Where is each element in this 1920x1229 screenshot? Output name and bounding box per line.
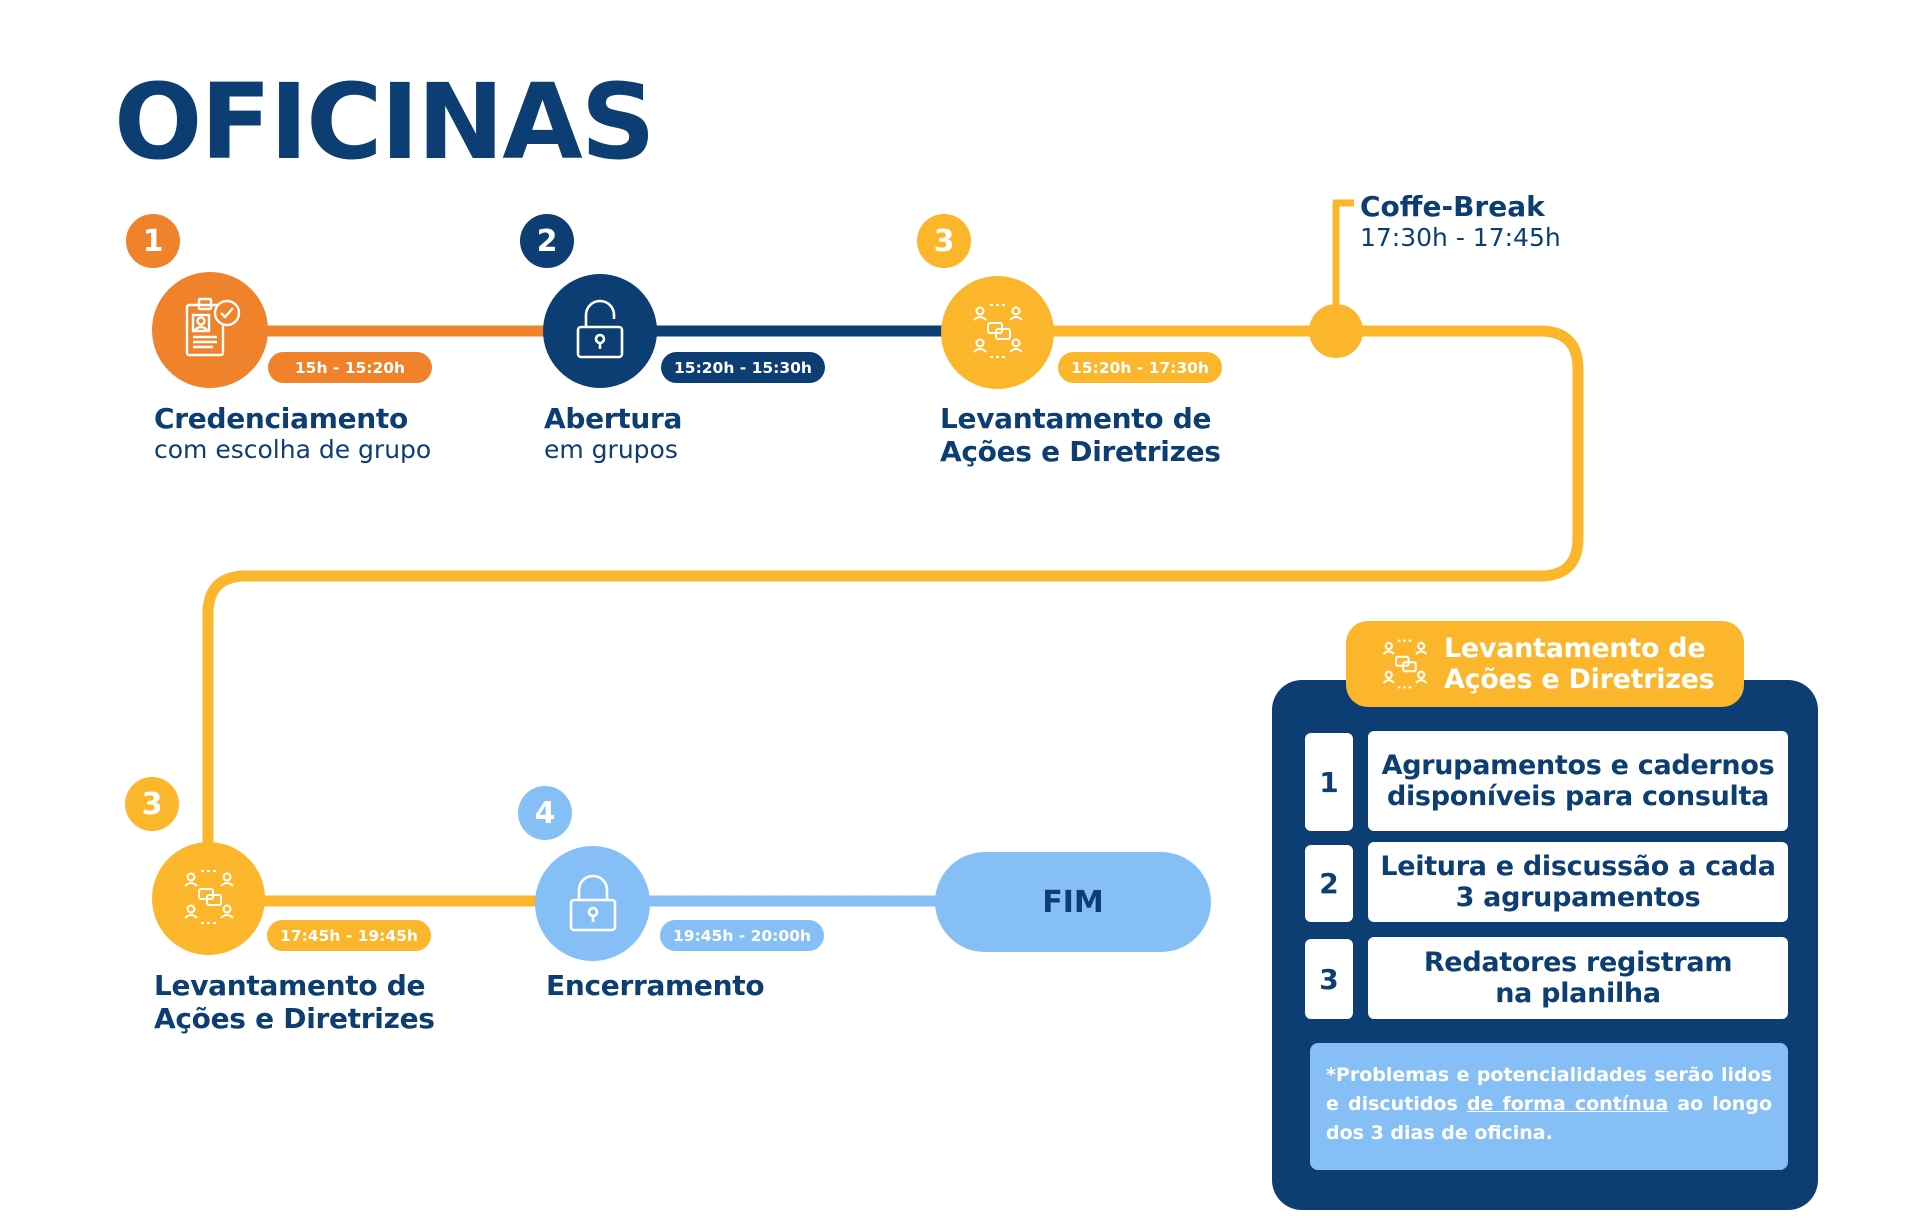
step-3-time: 15:20h - 17:30h [1058,352,1222,383]
step-2-time: 15:20h - 15:30h [661,352,825,383]
step-1-label: Credenciamento com escolha de grupo [154,402,431,465]
step-3b-title-line2: Ações e Diretrizes [154,1002,435,1035]
step-4-number-badge: 4 [518,786,572,840]
panel-item-3-number: 3 [1305,939,1353,1019]
group-discussion-icon [968,301,1028,365]
step-1-subtitle: com escolha de grupo [154,435,432,464]
panel-note: *Problemas e potencialidades serão lidos… [1310,1043,1788,1170]
step-2-subtitle: em grupos [544,435,678,464]
coffee-break-title: Coffe-Break [1360,190,1545,223]
detail-panel-title: Levantamento de Ações e Diretrizes [1444,633,1715,695]
step-3-node [941,276,1054,389]
open-lock-icon [572,297,628,365]
step-3b-title-line1: Levantamento de [154,969,426,1002]
step-4-title: Encerramento [546,969,765,1002]
step-3-label: Levantamento de Ações e Diretrizes [940,402,1221,468]
step-4-node [535,846,650,961]
panel-item-2: Leitura e discussão a cada 3 agrupamento… [1368,842,1788,922]
end-node: FIM [935,852,1211,952]
panel-item-1: Agrupamentos e cadernos disponíveis para… [1368,731,1788,831]
step-3b-number-badge: 3 [125,777,179,831]
step-3-number-badge: 3 [917,214,971,268]
step-4-label: Encerramento [546,969,765,1002]
step-4-time: 19:45h - 20:00h [660,920,824,951]
panel-item-3-line2: na planilha [1495,978,1661,1009]
step-3b-node [152,842,265,955]
panel-item-1-line2: disponíveis para consulta [1386,781,1770,812]
panel-item-3: Redatores registram na planilha [1368,937,1788,1019]
coffee-break-node [1309,304,1363,358]
step-3b-time: 17:45h - 19:45h [267,920,431,951]
group-discussion-icon [179,867,239,931]
detail-panel-header: Levantamento de Ações e Diretrizes [1346,621,1744,707]
step-1-time: 15h - 15:20h [268,352,432,383]
panel-item-3-line1: Redatores registram [1423,947,1733,978]
panel-note-text-end: ao longo dos 3 dias de oficina. [1326,1093,1772,1144]
detail-panel-title-line2: Ações e Diretrizes [1444,664,1715,695]
step-1-title: Credenciamento [154,402,408,435]
panel-note-emphasis: de forma contínua [1466,1093,1669,1115]
step-1-number-badge: 1 [126,214,180,268]
panel-item-1-line1: Agrupamentos e cadernos [1381,750,1775,781]
coffee-break-label: Coffe-Break 17:30h - 17:45h [1360,190,1561,252]
group-discussion-icon [1378,637,1432,691]
step-3-title-line2: Ações e Diretrizes [940,435,1221,468]
step-3-title-line1: Levantamento de [940,402,1212,435]
panel-note-text: *Problemas e potencialidades serão lidos… [1326,1064,1772,1115]
step-2-node [543,274,657,388]
coffee-break-time: 17:30h - 17:45h [1360,223,1561,252]
step-3b-label: Levantamento de Ações e Diretrizes [154,969,435,1035]
panel-item-2-line1: Leitura e discussão a cada [1380,851,1776,882]
panel-item-1-number: 1 [1305,733,1353,831]
step-2-label: Abertura em grupos [544,402,682,465]
page-title: OFICINAS [114,61,656,183]
detail-panel-title-line1: Levantamento de [1444,633,1706,664]
panel-item-2-line2: 3 agrupamentos [1455,882,1701,913]
step-1-node [152,272,268,388]
closed-lock-icon [565,870,621,938]
step-2-number-badge: 2 [520,214,574,268]
badge-check-icon [173,291,247,369]
panel-item-2-number: 2 [1305,845,1353,922]
step-2-title: Abertura [544,402,683,435]
